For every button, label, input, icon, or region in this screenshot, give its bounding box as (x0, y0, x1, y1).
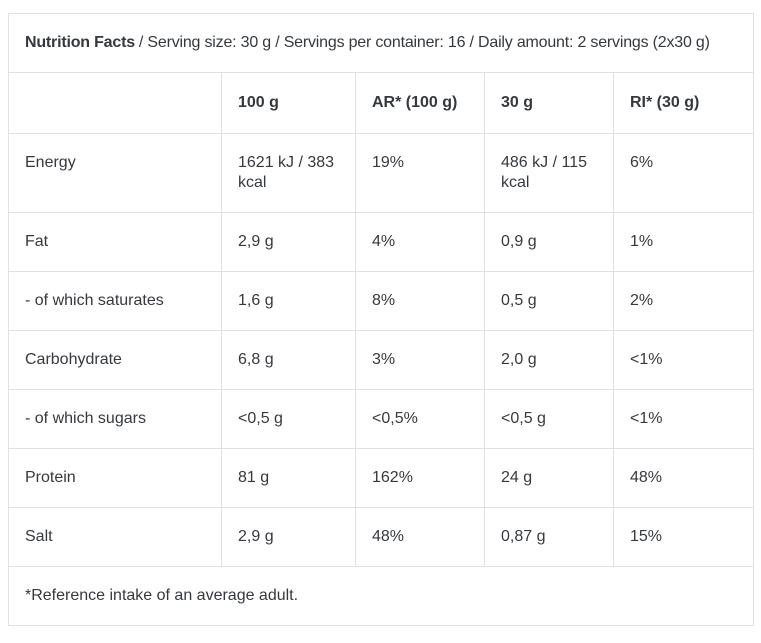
table-row-fat: Fat 2,9 g 4% 0,9 g 1% (8, 212, 755, 272)
column-header-ar-100g: AR* (100 g) (355, 72, 485, 134)
value-per-100g: 2,9 g (221, 212, 356, 272)
value-ri-30g: 6% (612, 133, 755, 213)
column-header-ri-30g: RI* (30 g) (612, 72, 755, 134)
value-ri-30g: <1% (612, 330, 755, 390)
table-row-energy: Energy 1621 kJ / 383 kcal 19% 486 kJ / 1… (8, 133, 755, 213)
column-header-empty (8, 72, 222, 134)
value-ri-30g: 15% (612, 507, 755, 567)
value-per-100g: 6,8 g (221, 330, 356, 390)
table-row-sugars: - of which sugars <0,5 g <0,5% <0,5 g <1… (8, 389, 755, 449)
value-per-30g: 0,87 g (484, 507, 614, 567)
value-ri-30g: 1% (612, 212, 755, 272)
nutrition-facts-section: Nutrition Facts / Serving size: 30 g / Se… (7, 13, 755, 626)
serving-details: / Serving size: 30 g / Servings per cont… (138, 34, 710, 51)
value-ar-100g: 8% (355, 271, 485, 331)
value-per-30g: 486 kJ / 115 kcal (484, 133, 614, 213)
value-per-30g: 0,9 g (484, 212, 614, 272)
nutrient-label: - of which sugars (8, 389, 222, 449)
value-ri-30g: 2% (612, 271, 755, 331)
table-row-protein: Protein 81 g 162% 24 g 48% (8, 448, 755, 508)
column-header-row: 100 g AR* (100 g) 30 g RI* (30 g) (8, 72, 755, 134)
reference-intake-footnote: *Reference intake of an average adult. (7, 566, 755, 626)
nutrient-label: Salt (8, 507, 222, 567)
value-ar-100g: 4% (355, 212, 485, 272)
value-per-100g: 81 g (221, 448, 356, 508)
value-ar-100g: 19% (355, 133, 485, 213)
table-row-salt: Salt 2,9 g 48% 0,87 g 15% (8, 507, 755, 567)
nutrient-label: - of which saturates (8, 271, 222, 331)
nutrition-table: Nutrition Facts / Serving size: 30 g / Se… (7, 13, 755, 626)
value-per-100g: 2,9 g (221, 507, 356, 567)
value-ri-30g: 48% (612, 448, 755, 508)
value-per-100g: 1,6 g (221, 271, 356, 331)
header-band-row: Nutrition Facts / Serving size: 30 g / Se… (7, 13, 755, 73)
value-ri-30g: <1% (612, 389, 755, 449)
value-ar-100g: 48% (355, 507, 485, 567)
nutrient-label: Protein (8, 448, 222, 508)
value-ar-100g: 162% (355, 448, 485, 508)
table-row-carbohydrate: Carbohydrate 6,8 g 3% 2,0 g <1% (8, 330, 755, 390)
nutrient-label: Fat (8, 212, 222, 272)
nutrient-label: Energy (8, 133, 222, 213)
value-per-30g: 2,0 g (484, 330, 614, 390)
nutrient-label: Carbohydrate (8, 330, 222, 390)
value-per-100g: <0,5 g (221, 389, 356, 449)
value-per-30g: <0,5 g (484, 389, 614, 449)
column-header-100g: 100 g (221, 72, 356, 134)
value-ar-100g: <0,5% (355, 389, 485, 449)
value-ar-100g: 3% (355, 330, 485, 390)
value-per-30g: 24 g (484, 448, 614, 508)
column-header-30g: 30 g (484, 72, 614, 134)
value-per-100g: 1621 kJ / 383 kcal (221, 133, 356, 213)
value-per-30g: 0,5 g (484, 271, 614, 331)
footnote-row: *Reference intake of an average adult. (7, 566, 755, 626)
nutrition-facts-title: Nutrition Facts (25, 34, 135, 51)
header-band: Nutrition Facts / Serving size: 30 g / Se… (7, 13, 755, 73)
table-row-saturates: - of which saturates 1,6 g 8% 0,5 g 2% (8, 271, 755, 331)
